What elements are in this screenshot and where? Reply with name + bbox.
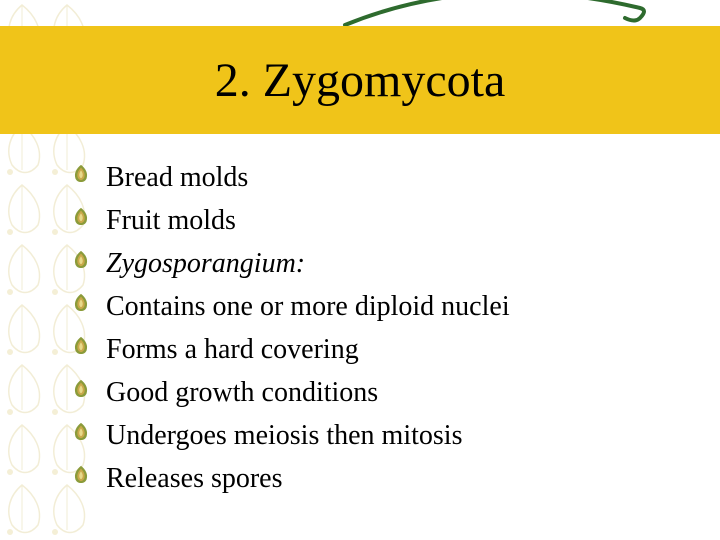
bullet-icon (70, 203, 92, 231)
bullet-icon (70, 461, 92, 489)
list-item: Good growth conditions (70, 375, 670, 410)
bullet-icon (70, 375, 92, 403)
bullet-icon (70, 332, 92, 360)
list-item-text: Fruit molds (106, 203, 236, 238)
list-item: Bread molds (70, 160, 670, 195)
bullet-icon (70, 160, 92, 188)
list-item-text: Zygosporangium: (106, 246, 305, 281)
list-item: Fruit molds (70, 203, 670, 238)
list-item-text: Contains one or more diploid nuclei (106, 289, 510, 324)
list-item: Zygosporangium: (70, 246, 670, 281)
bullet-list: Bread molds Fruit molds Zygosporangium: … (70, 160, 670, 504)
list-item: Releases spores (70, 461, 670, 496)
title-band: 2. Zygomycota (0, 26, 720, 134)
bullet-icon (70, 246, 92, 274)
list-item: Undergoes meiosis then mitosis (70, 418, 670, 453)
bullet-icon (70, 418, 92, 446)
list-item-text: Good growth conditions (106, 375, 378, 410)
list-item-text: Bread molds (106, 160, 248, 195)
list-item-text: Forms a hard covering (106, 332, 359, 367)
bullet-icon (70, 289, 92, 317)
slide-title: 2. Zygomycota (215, 53, 506, 108)
list-item-text: Undergoes meiosis then mitosis (106, 418, 462, 453)
list-item: Contains one or more diploid nuclei (70, 289, 670, 324)
list-item: Forms a hard covering (70, 332, 670, 367)
list-item-text: Releases spores (106, 461, 283, 496)
